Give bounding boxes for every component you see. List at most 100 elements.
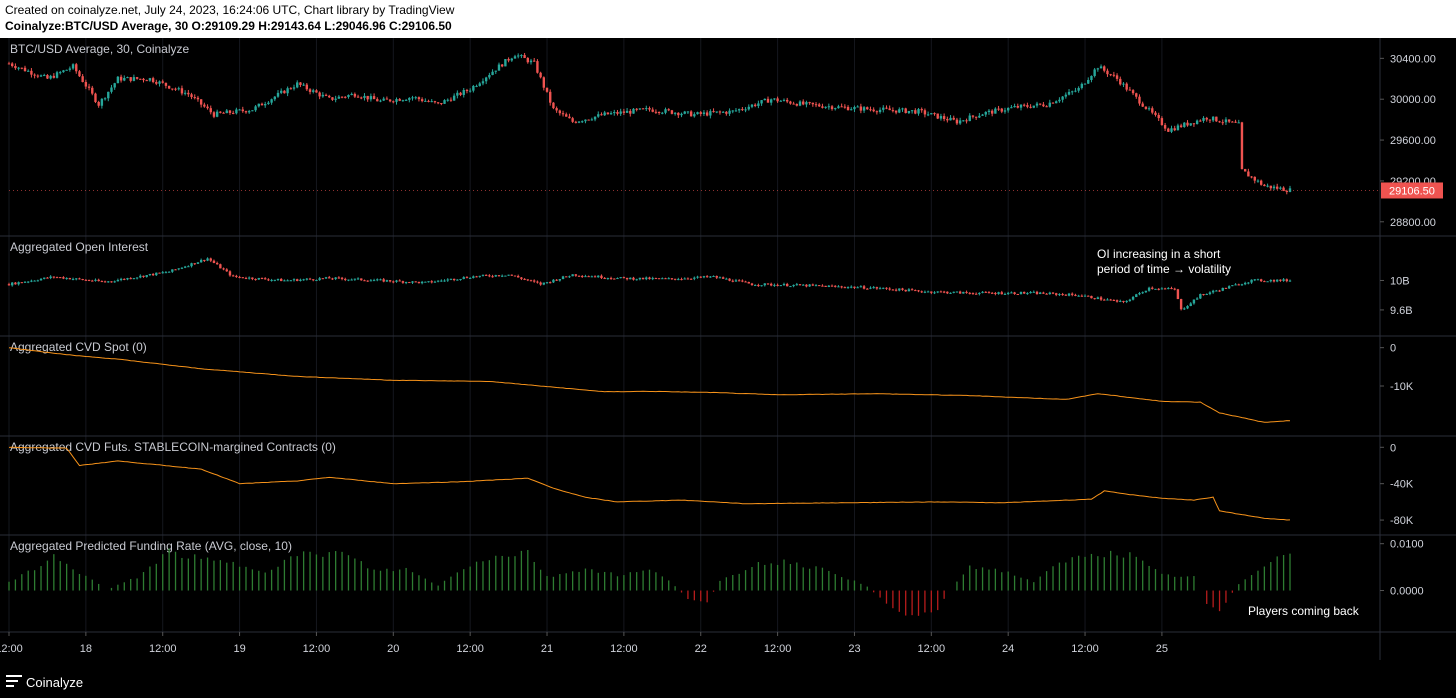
candle-body	[126, 77, 129, 79]
candle-body	[379, 279, 382, 281]
candle-body	[834, 285, 837, 287]
candle-body	[648, 277, 651, 280]
candle-body	[686, 278, 690, 280]
oi-annotation-line: OI increasing in a short	[1097, 247, 1221, 261]
candle-body	[1000, 292, 1003, 295]
candle-body	[206, 258, 209, 261]
candle-body	[923, 110, 927, 115]
candle-body	[561, 276, 565, 279]
candle-body	[292, 279, 296, 281]
candle-body	[1045, 106, 1048, 108]
candle-body	[984, 291, 987, 293]
candle-body	[1141, 292, 1144, 294]
candle-body	[577, 275, 581, 277]
candle-body	[1019, 104, 1023, 108]
candle-body	[1115, 300, 1119, 302]
candle-body	[1167, 288, 1170, 290]
candle-body	[1003, 293, 1007, 295]
candle-body	[763, 98, 766, 101]
candle-body	[296, 82, 299, 88]
candle-body	[1163, 288, 1167, 290]
candle-body	[597, 275, 600, 278]
candle-body	[830, 285, 834, 287]
candle-body	[1234, 121, 1237, 123]
candle-body	[231, 112, 235, 114]
candle-body	[885, 287, 888, 289]
oi-annotation-line: period of time → volatility	[1097, 262, 1231, 276]
candle-body	[36, 280, 40, 282]
candle-body	[1186, 122, 1189, 126]
candle-body	[500, 275, 504, 277]
candle-body	[1042, 292, 1045, 294]
candle-body	[366, 95, 369, 100]
candle-body	[190, 94, 193, 98]
candle-body	[677, 279, 680, 281]
candle-body	[1087, 295, 1090, 297]
candle-body	[1288, 280, 1292, 282]
candle-body	[321, 94, 325, 97]
candle-body	[946, 119, 949, 121]
candle-body	[603, 112, 606, 116]
candle-body	[536, 281, 539, 283]
candle-body	[1032, 291, 1035, 293]
time-axis[interactable]: 12:00 18 12:00 19 12:00 20 12:00 21 12:00 22 12:00…	[0, 632, 1168, 655]
chart-canvas[interactable]: BTC/USD Average, 30, Coinalyze 30400.00 30…	[0, 38, 1456, 660]
candle-body	[891, 289, 895, 291]
panes: BTC/USD Average, 30, Coinalyze 30400.00 30…	[7, 42, 1443, 618]
candle-body	[14, 282, 17, 285]
candle-body	[491, 71, 494, 75]
candle-body	[123, 77, 126, 81]
candle-body	[382, 98, 385, 101]
candle-body	[369, 96, 373, 100]
candle-body	[148, 273, 152, 276]
candle-body	[510, 274, 513, 276]
candle-body	[600, 114, 603, 116]
candle-body	[468, 90, 472, 92]
candle-body	[424, 100, 427, 102]
candle-body	[62, 277, 65, 279]
candle-body	[651, 278, 654, 280]
candle-body	[968, 292, 971, 294]
candle-body	[616, 111, 619, 114]
candle-body	[898, 288, 901, 291]
candle-body	[635, 279, 638, 281]
candle-body	[1093, 298, 1096, 300]
candle-body	[55, 277, 59, 279]
candle-body	[638, 108, 642, 110]
candle-body	[273, 279, 277, 281]
candle-body	[180, 267, 184, 269]
candle-body	[276, 92, 280, 97]
candle-body	[158, 81, 161, 84]
candle-body	[7, 63, 11, 65]
candle-body	[1074, 294, 1077, 296]
candle-body	[936, 291, 939, 293]
candle-body	[305, 278, 309, 280]
candle-body	[321, 278, 325, 280]
candle-body	[939, 116, 943, 119]
candle-body	[1227, 286, 1231, 289]
candle-body	[347, 279, 350, 281]
candle-body	[516, 275, 520, 278]
candle-body	[536, 61, 539, 73]
candle-body	[1103, 66, 1106, 71]
candle-body	[782, 99, 786, 101]
candle-body	[811, 284, 815, 286]
candle-body	[119, 76, 123, 81]
candle-body	[850, 286, 853, 288]
candle-body	[75, 64, 78, 72]
candle-body	[1259, 180, 1263, 185]
candle-body	[1016, 293, 1019, 295]
candle-body	[805, 102, 808, 105]
candle-body	[904, 108, 907, 114]
candle-body	[590, 119, 594, 121]
candle-body	[1253, 279, 1256, 281]
candle-body	[81, 279, 84, 281]
candle-body	[398, 99, 401, 101]
candle-body	[1029, 292, 1032, 294]
candle-body	[587, 119, 590, 121]
candle-body	[795, 104, 799, 106]
candle-body	[1099, 66, 1103, 69]
candle-body	[910, 289, 914, 291]
candle-body	[667, 109, 670, 111]
candle-body	[1029, 106, 1032, 108]
